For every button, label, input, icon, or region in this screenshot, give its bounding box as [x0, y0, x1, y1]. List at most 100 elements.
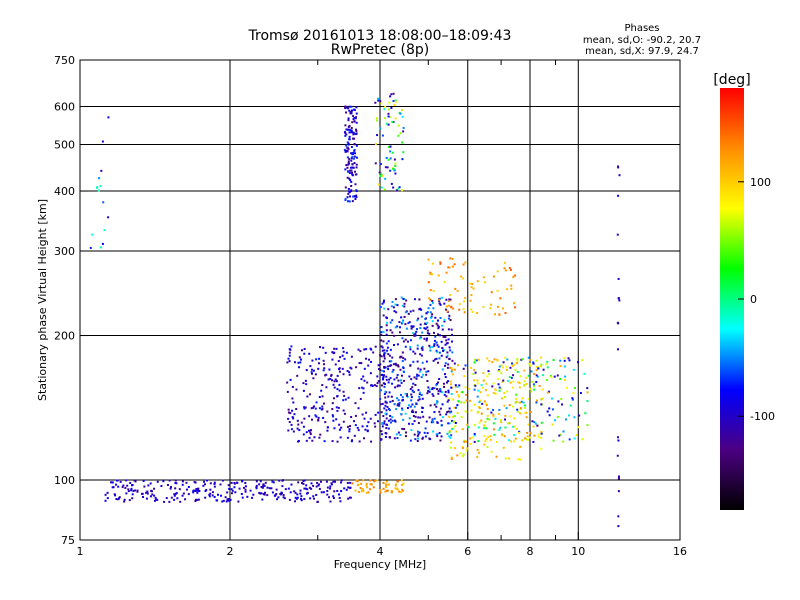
- data-point: [312, 406, 315, 409]
- data-point: [374, 345, 377, 348]
- data-point: [149, 482, 152, 485]
- data-point: [540, 436, 543, 439]
- data-point: [449, 380, 452, 383]
- data-point: [530, 390, 533, 393]
- data-point: [270, 487, 273, 490]
- data-point: [155, 498, 158, 501]
- data-point: [514, 306, 517, 309]
- data-point: [400, 393, 403, 396]
- data-point: [387, 112, 390, 115]
- data-point: [409, 339, 412, 342]
- data-point: [397, 187, 400, 190]
- data-point: [401, 337, 404, 340]
- data-point: [462, 308, 465, 311]
- data-point: [348, 105, 351, 108]
- data-point: [424, 318, 427, 321]
- data-point: [391, 419, 394, 422]
- data-point: [618, 174, 621, 177]
- data-point: [441, 346, 444, 349]
- data-point: [404, 311, 407, 314]
- data-point: [380, 355, 383, 358]
- data-point: [498, 368, 501, 371]
- data-point: [393, 334, 396, 337]
- data-point: [363, 367, 366, 370]
- data-point: [322, 491, 325, 494]
- data-point: [502, 361, 505, 364]
- data-point: [378, 183, 381, 186]
- data-point: [385, 489, 388, 492]
- data-point: [401, 141, 404, 144]
- data-point: [351, 173, 354, 176]
- data-point: [331, 414, 334, 417]
- data-point: [400, 412, 403, 415]
- data-point: [463, 401, 466, 404]
- data-point: [439, 334, 442, 337]
- data-point: [297, 423, 300, 426]
- data-point: [465, 393, 468, 396]
- data-point: [335, 347, 338, 350]
- data-point: [170, 496, 173, 499]
- data-point: [417, 374, 420, 377]
- data-point: [165, 497, 168, 500]
- data-point: [317, 484, 320, 487]
- data-point: [466, 447, 469, 450]
- data-point: [518, 431, 521, 434]
- data-point: [458, 308, 461, 311]
- data-point: [331, 440, 334, 443]
- data-point: [391, 416, 394, 419]
- data-point: [617, 515, 620, 518]
- data-point: [423, 367, 426, 370]
- data-point: [331, 358, 334, 361]
- data-point: [454, 287, 457, 290]
- data-point: [362, 387, 365, 390]
- data-point: [338, 493, 341, 496]
- data-point: [421, 361, 424, 364]
- data-point: [306, 488, 309, 491]
- data-point: [394, 484, 397, 487]
- data-point: [375, 117, 378, 120]
- data-point: [409, 405, 412, 408]
- data-point: [617, 277, 620, 280]
- data-point: [381, 302, 384, 305]
- data-point: [429, 303, 432, 306]
- data-point: [559, 433, 562, 436]
- data-point: [617, 490, 620, 493]
- data-point: [307, 429, 310, 432]
- data-point: [447, 410, 450, 413]
- data-point: [429, 271, 432, 274]
- data-point: [233, 481, 236, 484]
- data-point: [471, 436, 474, 439]
- data-point: [471, 283, 474, 286]
- data-point: [386, 166, 389, 169]
- data-point: [388, 115, 391, 118]
- data-point: [198, 490, 201, 493]
- data-point: [433, 417, 436, 420]
- data-point: [388, 378, 391, 381]
- data-point: [427, 307, 430, 310]
- data-point: [123, 498, 126, 501]
- data-point: [477, 389, 480, 392]
- data-point: [426, 380, 429, 383]
- data-point: [321, 407, 324, 410]
- data-point: [528, 362, 531, 365]
- data-point: [616, 233, 619, 236]
- data-point: [317, 416, 320, 419]
- data-point: [312, 497, 315, 500]
- data-point: [173, 493, 176, 496]
- data-point: [490, 303, 493, 306]
- data-point: [448, 346, 451, 349]
- data-point: [380, 339, 383, 342]
- data-point: [262, 485, 265, 488]
- data-point: [449, 294, 452, 297]
- data-point: [397, 379, 400, 382]
- chart-title: Tromsø 20161013 18:08:00–18:09:43: [248, 28, 512, 44]
- data-point: [451, 359, 454, 362]
- data-point: [421, 436, 424, 439]
- data-point: [427, 370, 430, 373]
- data-point: [302, 382, 305, 385]
- data-point: [482, 379, 485, 382]
- data-point: [213, 481, 216, 484]
- data-point: [268, 487, 271, 490]
- data-point: [391, 356, 394, 359]
- data-point: [326, 426, 329, 429]
